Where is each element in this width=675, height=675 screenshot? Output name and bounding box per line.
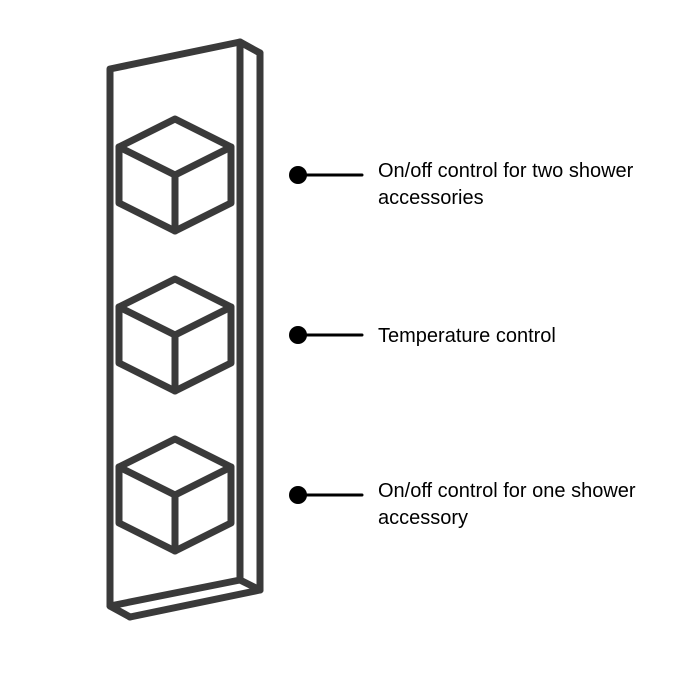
annotation-label-1: On/off control for two shower accessorie… <box>378 158 638 212</box>
annotation-label-2: Temperature control <box>378 323 638 350</box>
diagram-container: On/off control for two shower accessorie… <box>0 0 675 675</box>
annotation-label-3: On/off control for one shower accessory <box>378 478 638 532</box>
